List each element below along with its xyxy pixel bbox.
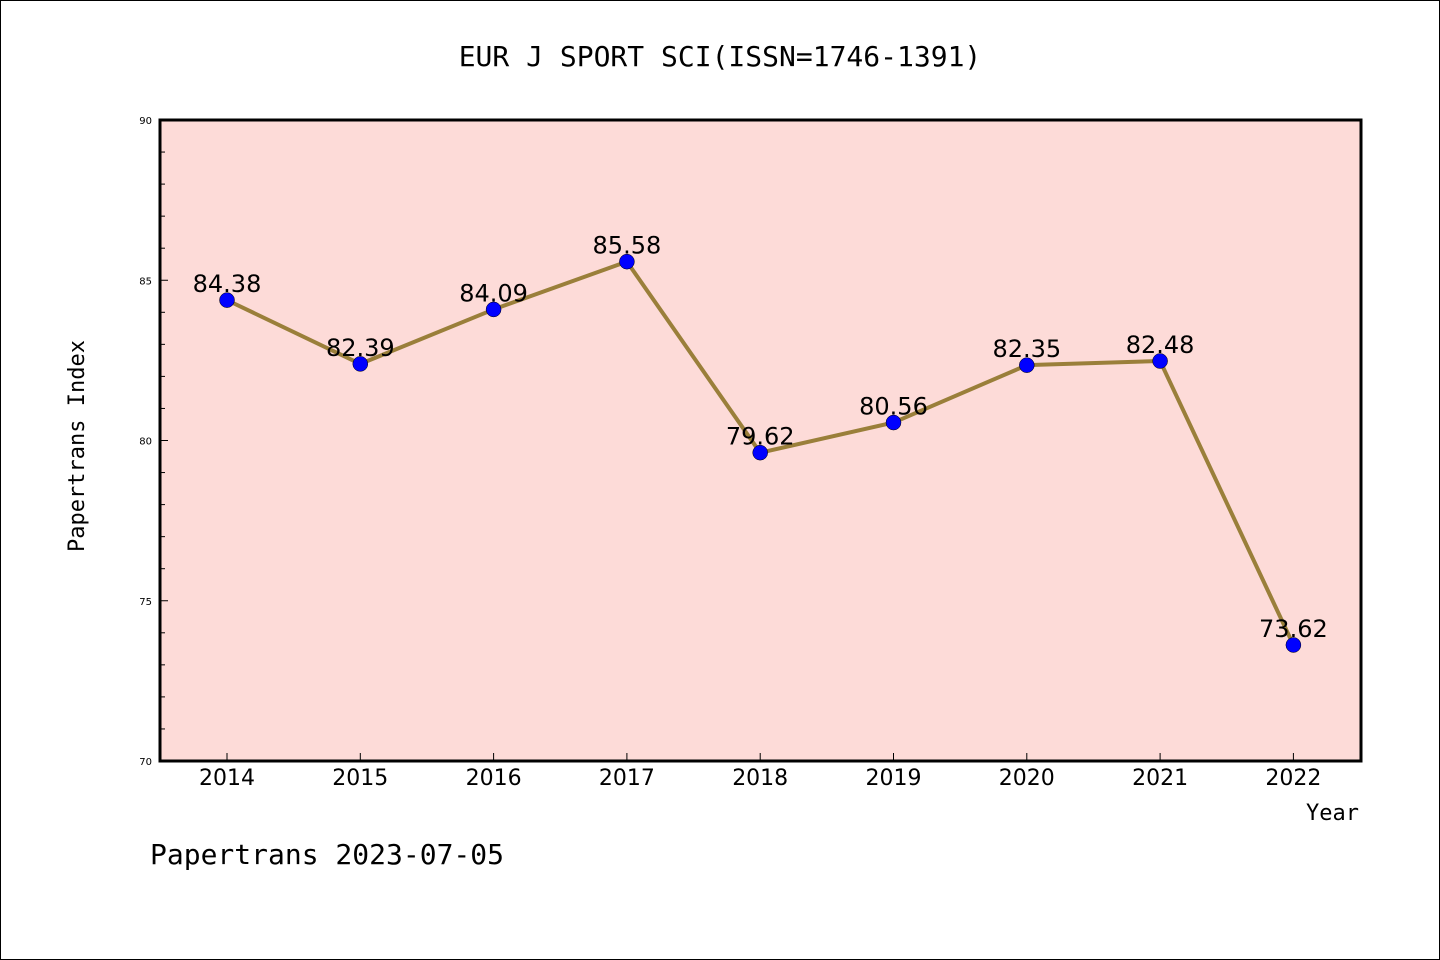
x-tick-label: 2020 xyxy=(999,766,1055,791)
data-label-group: 84.38 82.39 84.09 85.58 79.62 80.56 82.35 82.48… xyxy=(193,232,1328,643)
x-tick-label: 2021 xyxy=(1132,766,1188,791)
series-line-group xyxy=(219,253,1302,653)
y-tick-label: 70 xyxy=(139,757,152,768)
data-label: 84.09 xyxy=(459,279,528,307)
data-label: 80.56 xyxy=(859,393,928,421)
data-point xyxy=(752,444,768,461)
x-tick-label: 2018 xyxy=(732,766,788,791)
x-axis-label: Year xyxy=(1306,801,1359,826)
y-axis-label: Papertrans Index xyxy=(65,340,90,552)
x-tick-label: 2014 xyxy=(199,766,255,791)
x-tick-label: 2015 xyxy=(332,766,388,791)
data-point xyxy=(619,253,635,270)
data-label: 82.48 xyxy=(1126,331,1195,359)
data-point xyxy=(885,414,902,431)
data-label: 79.62 xyxy=(726,423,795,451)
data-label: 73.62 xyxy=(1259,615,1328,643)
chart-title: EUR J SPORT SCI(ISSN=1746-1391) xyxy=(459,40,982,73)
data-point xyxy=(1019,357,1035,373)
data-point xyxy=(352,356,369,372)
data-point xyxy=(1152,353,1168,369)
y-tick-label: 90 xyxy=(139,116,152,127)
x-axis: 2014 2015 2016 2017 2018 2019 2020 2021 2022 xyxy=(199,753,1321,791)
data-point xyxy=(219,292,235,308)
data-point xyxy=(1285,637,1302,653)
y-tick-label: 80 xyxy=(139,437,152,448)
data-label: 84.38 xyxy=(193,270,262,298)
plot-area xyxy=(160,120,1361,761)
x-tick-label: 2017 xyxy=(599,766,655,791)
plot-border xyxy=(158,118,1363,763)
y-tick-label: 75 xyxy=(139,597,152,608)
data-label: 82.39 xyxy=(326,334,395,362)
x-tick-label: 2022 xyxy=(1265,766,1321,791)
data-label: 85.58 xyxy=(593,232,662,260)
data-label: 82.35 xyxy=(992,335,1061,363)
y-tick-label: 85 xyxy=(139,276,152,287)
x-tick-label: 2019 xyxy=(866,766,922,791)
x-tick-label: 2016 xyxy=(466,766,522,791)
footer-credit: Papertrans 2023-07-05 xyxy=(150,838,504,871)
data-point xyxy=(485,301,502,318)
